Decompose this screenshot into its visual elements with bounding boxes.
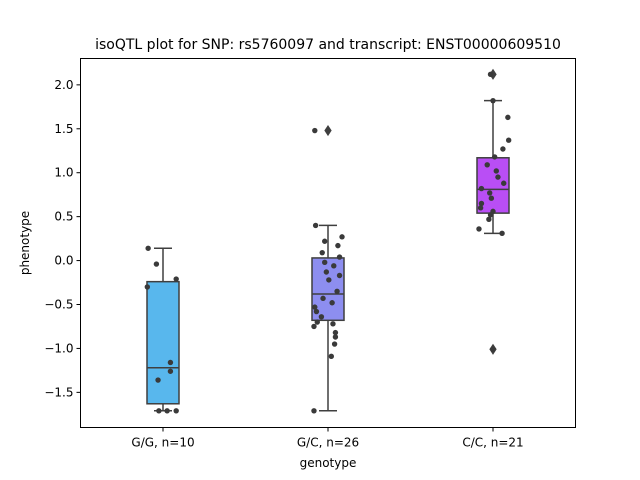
data-point [339, 234, 345, 240]
data-point [318, 314, 325, 320]
outlier-marker [324, 124, 332, 137]
data-point [319, 249, 325, 256]
y-tick-label: 0.5 [54, 210, 73, 224]
data-point [311, 323, 317, 330]
x-tick-label: G/G, n=10 [131, 436, 194, 450]
data-point [488, 195, 495, 201]
data-point [153, 261, 160, 267]
data-point [312, 127, 318, 134]
y-tick-label: 2.0 [54, 78, 73, 92]
data-point [487, 71, 494, 78]
y-tick-label: 0.0 [54, 254, 73, 268]
data-point [312, 222, 319, 229]
chart-title: isoQTL plot for SNP: rs5760097 and trans… [95, 37, 561, 53]
data-point [478, 185, 485, 192]
x-axis-label: genotype [300, 456, 357, 470]
data-point [312, 304, 318, 310]
data-point [505, 114, 511, 121]
y-axis-label: phenotype [18, 211, 32, 275]
data-point [173, 408, 179, 414]
data-point [331, 341, 338, 347]
data-point [500, 146, 506, 152]
data-point [477, 205, 484, 211]
data-point [320, 295, 326, 302]
data-point [484, 162, 490, 168]
data-point [330, 321, 336, 327]
x-axis: G/G, n=10 G/C, n=26 C/C, n=21 [131, 427, 524, 450]
data-point [167, 368, 174, 374]
boxes-layer [146, 68, 510, 412]
data-point [164, 408, 170, 414]
data-point [328, 353, 334, 360]
data-point [314, 319, 320, 325]
data-point [505, 137, 512, 143]
data-point [493, 168, 499, 174]
data-point [476, 226, 482, 232]
data-point [173, 276, 179, 282]
data-point [487, 212, 494, 218]
data-point [495, 174, 501, 180]
data-point [334, 288, 340, 295]
data-point [336, 254, 343, 260]
data-point [322, 259, 328, 266]
x-tick-label: C/C, n=21 [462, 436, 523, 450]
data-point [156, 408, 162, 414]
y-tick-label: 1.0 [54, 166, 73, 180]
y-tick-label: 1.5 [54, 122, 73, 136]
data-point [329, 300, 335, 306]
data-point [145, 245, 151, 251]
data-point [167, 359, 174, 366]
box-iqr [146, 280, 180, 405]
data-point [326, 277, 332, 283]
data-point [155, 377, 161, 383]
points-layer [144, 71, 512, 414]
data-point [336, 272, 343, 279]
y-tick-label: −1.5 [44, 385, 73, 399]
y-tick-label: −1.0 [44, 341, 73, 355]
data-point [478, 200, 485, 207]
data-point [311, 408, 317, 414]
data-point [335, 242, 341, 249]
y-tick-label: −0.5 [44, 298, 73, 312]
data-point [313, 308, 320, 315]
data-point [491, 154, 498, 160]
data-point [499, 230, 505, 237]
data-point [487, 190, 493, 196]
data-point [332, 329, 339, 336]
y-axis: 2.0 1.5 1.0 0.5 0.0 −0.5 −1.0 −1.5 [44, 78, 81, 399]
data-point [332, 334, 339, 340]
box-group [146, 247, 180, 412]
data-point [486, 216, 492, 222]
box-group [311, 124, 345, 412]
data-point [490, 97, 496, 104]
data-point [323, 269, 330, 275]
data-point [322, 238, 328, 244]
data-point [501, 180, 507, 186]
x-tick-label: G/C, n=26 [297, 436, 359, 450]
data-point [331, 263, 337, 269]
data-point [144, 284, 151, 290]
data-point [490, 346, 496, 353]
